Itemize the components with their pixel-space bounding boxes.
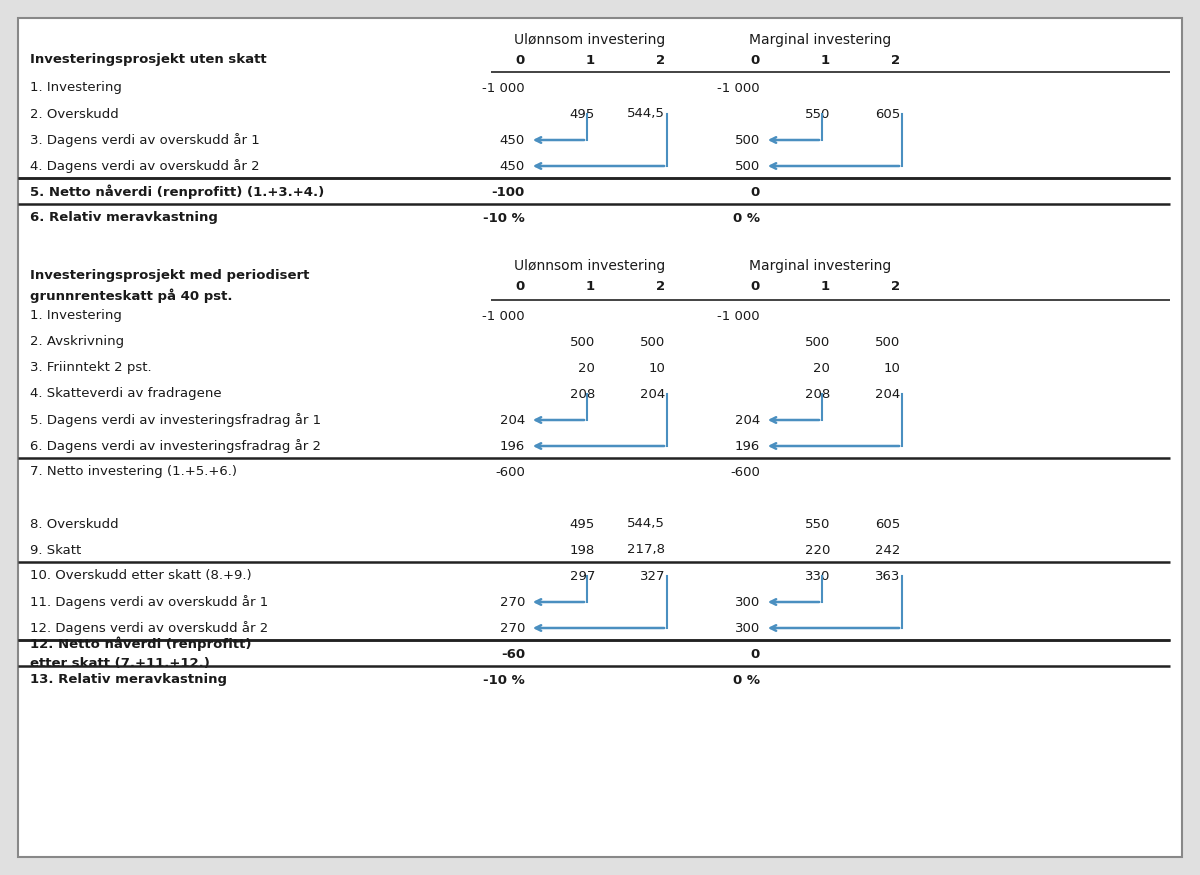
Text: 2: 2: [890, 279, 900, 292]
Text: 5. Netto nåverdi (renprofitt) (1.+3.+4.): 5. Netto nåverdi (renprofitt) (1.+3.+4.): [30, 185, 324, 200]
Text: -1 000: -1 000: [718, 310, 760, 323]
Text: 204: 204: [875, 388, 900, 401]
Text: 0: 0: [516, 53, 526, 66]
Text: 544,5: 544,5: [628, 108, 665, 121]
Text: 0: 0: [751, 648, 760, 661]
Text: 196: 196: [499, 439, 526, 452]
Text: 3. Friinntekt 2 pst.: 3. Friinntekt 2 pst.: [30, 361, 151, 374]
Text: 544,5: 544,5: [628, 517, 665, 530]
Text: 204: 204: [499, 414, 526, 426]
Text: 450: 450: [499, 159, 526, 172]
Text: -1 000: -1 000: [482, 81, 526, 94]
Text: -10 %: -10 %: [484, 674, 526, 687]
Text: 550: 550: [805, 108, 830, 121]
Text: 1: 1: [821, 279, 830, 292]
Text: etter skatt (7.+11.+12.): etter skatt (7.+11.+12.): [30, 657, 210, 670]
Text: Investeringsprosjekt uten skatt: Investeringsprosjekt uten skatt: [30, 53, 266, 66]
Text: 1: 1: [586, 279, 595, 292]
Text: 6. Dagens verdi av investeringsfradrag år 2: 6. Dagens verdi av investeringsfradrag å…: [30, 439, 322, 453]
Text: 242: 242: [875, 543, 900, 556]
Text: Marginal investering: Marginal investering: [749, 259, 892, 273]
Text: -1 000: -1 000: [718, 81, 760, 94]
Text: 495: 495: [570, 108, 595, 121]
Text: 20: 20: [578, 361, 595, 374]
Text: 500: 500: [734, 134, 760, 146]
Text: 605: 605: [875, 517, 900, 530]
Text: 2: 2: [656, 279, 665, 292]
Text: 10: 10: [648, 361, 665, 374]
Text: grunnrenteskatt på 40 pst.: grunnrenteskatt på 40 pst.: [30, 289, 233, 304]
Text: 220: 220: [805, 543, 830, 556]
Text: 5. Dagens verdi av investeringsfradrag år 1: 5. Dagens verdi av investeringsfradrag å…: [30, 413, 322, 427]
Text: 363: 363: [875, 570, 900, 583]
Text: 605: 605: [875, 108, 900, 121]
Text: 300: 300: [734, 621, 760, 634]
Text: 7. Netto investering (1.+5.+6.): 7. Netto investering (1.+5.+6.): [30, 466, 238, 479]
Text: 0: 0: [751, 186, 760, 199]
Text: 12. Netto nåverdi (renprofitt): 12. Netto nåverdi (renprofitt): [30, 637, 252, 651]
Text: -60: -60: [500, 648, 526, 661]
Text: 217,8: 217,8: [628, 543, 665, 556]
Text: 0: 0: [516, 279, 526, 292]
Text: Investeringsprosjekt med periodisert: Investeringsprosjekt med periodisert: [30, 270, 310, 283]
Text: 550: 550: [805, 517, 830, 530]
Text: 330: 330: [805, 570, 830, 583]
Text: 2. Avskrivning: 2. Avskrivning: [30, 335, 124, 348]
Text: -100: -100: [492, 186, 526, 199]
Text: Ulønnsom investering: Ulønnsom investering: [515, 259, 666, 273]
Text: 10. Overskudd etter skatt (8.+9.): 10. Overskudd etter skatt (8.+9.): [30, 570, 252, 583]
Text: 0 %: 0 %: [733, 212, 760, 225]
Text: 2: 2: [656, 53, 665, 66]
Text: 208: 208: [570, 388, 595, 401]
Text: 196: 196: [734, 439, 760, 452]
Text: 1. Investering: 1. Investering: [30, 310, 122, 323]
Text: -600: -600: [496, 466, 526, 479]
Text: Ulønnsom investering: Ulønnsom investering: [515, 33, 666, 47]
Text: 500: 500: [875, 335, 900, 348]
Text: 204: 204: [734, 414, 760, 426]
Text: 495: 495: [570, 517, 595, 530]
Text: 450: 450: [499, 134, 526, 146]
Text: 500: 500: [570, 335, 595, 348]
Text: Marginal investering: Marginal investering: [749, 33, 892, 47]
Text: -10 %: -10 %: [484, 212, 526, 225]
Text: 2: 2: [890, 53, 900, 66]
Text: 2. Overskudd: 2. Overskudd: [30, 108, 119, 121]
Text: 3. Dagens verdi av overskudd år 1: 3. Dagens verdi av overskudd år 1: [30, 133, 259, 147]
Text: 8. Overskudd: 8. Overskudd: [30, 517, 119, 530]
Text: 1: 1: [821, 53, 830, 66]
Text: 270: 270: [499, 621, 526, 634]
Text: 208: 208: [805, 388, 830, 401]
Text: 6. Relativ meravkastning: 6. Relativ meravkastning: [30, 212, 218, 225]
Text: 270: 270: [499, 596, 526, 608]
Text: 13. Relativ meravkastning: 13. Relativ meravkastning: [30, 674, 227, 687]
Text: 10: 10: [883, 361, 900, 374]
Text: 11. Dagens verdi av overskudd år 1: 11. Dagens verdi av overskudd år 1: [30, 595, 269, 609]
Text: 9. Skatt: 9. Skatt: [30, 543, 82, 556]
Text: 297: 297: [570, 570, 595, 583]
Text: 12. Dagens verdi av overskudd år 2: 12. Dagens verdi av overskudd år 2: [30, 621, 269, 635]
Text: 4. Skatteverdi av fradragene: 4. Skatteverdi av fradragene: [30, 388, 222, 401]
Text: 198: 198: [570, 543, 595, 556]
Text: -1 000: -1 000: [482, 310, 526, 323]
Text: 20: 20: [814, 361, 830, 374]
Text: 204: 204: [640, 388, 665, 401]
Text: 1. Investering: 1. Investering: [30, 81, 122, 94]
Text: 300: 300: [734, 596, 760, 608]
Text: 4. Dagens verdi av overskudd år 2: 4. Dagens verdi av overskudd år 2: [30, 159, 259, 173]
Text: 0: 0: [751, 279, 760, 292]
Text: 0 %: 0 %: [733, 674, 760, 687]
Text: 0: 0: [751, 53, 760, 66]
Text: 327: 327: [640, 570, 665, 583]
Text: 500: 500: [640, 335, 665, 348]
Text: 500: 500: [734, 159, 760, 172]
Text: 500: 500: [805, 335, 830, 348]
Text: 1: 1: [586, 53, 595, 66]
Text: -600: -600: [730, 466, 760, 479]
